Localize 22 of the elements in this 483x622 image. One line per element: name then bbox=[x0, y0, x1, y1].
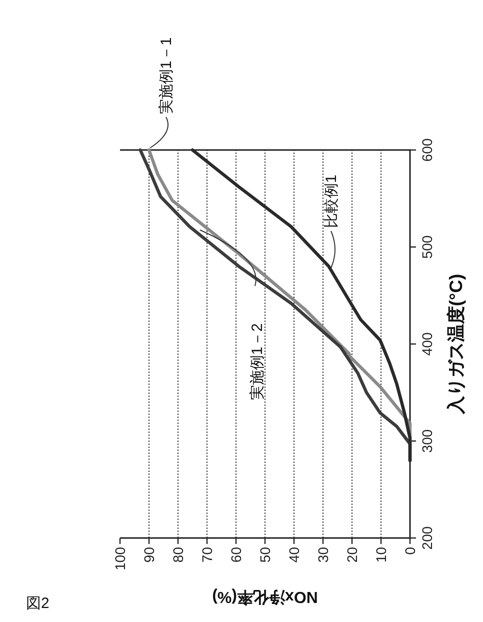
x-tick-label: 40 bbox=[286, 546, 302, 563]
text: 実施例1－2 bbox=[249, 323, 266, 400]
x-tick-label: 20 bbox=[344, 546, 360, 563]
x-tick-label: 100 bbox=[112, 546, 128, 570]
x-tick-label: 50 bbox=[257, 546, 273, 563]
y-tick-label: 200 bbox=[419, 526, 435, 550]
x-tick-label: 90 bbox=[141, 546, 157, 563]
x-tick-label: 80 bbox=[170, 546, 186, 563]
y-tick-label: 600 bbox=[419, 138, 435, 162]
y-axis-title: 入りガス温度(°C) bbox=[446, 274, 466, 416]
y-tick-label: 500 bbox=[419, 235, 435, 259]
x-tick-label: 10 bbox=[373, 546, 389, 563]
x-tick-label: 30 bbox=[315, 546, 331, 563]
x-tick-label: 70 bbox=[199, 546, 215, 563]
y-tick-label: 300 bbox=[419, 429, 435, 453]
x-axis-title: NOx浄化率(%) bbox=[212, 588, 318, 607]
caption: 図2 bbox=[26, 595, 50, 612]
x-tick-label: 0 bbox=[402, 546, 418, 555]
y-tick-label: 400 bbox=[419, 332, 435, 356]
text: 比較例1 bbox=[323, 174, 340, 228]
x-tick-label: 60 bbox=[228, 546, 244, 563]
text: 実施例1－1 bbox=[158, 37, 175, 114]
